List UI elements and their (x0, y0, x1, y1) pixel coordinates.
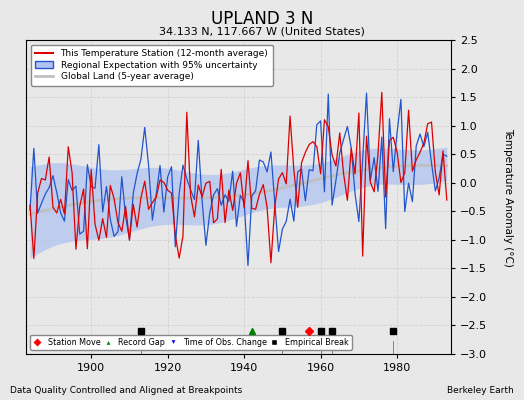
Text: 34.133 N, 117.667 W (United States): 34.133 N, 117.667 W (United States) (159, 26, 365, 36)
Text: Berkeley Earth: Berkeley Earth (447, 386, 514, 395)
Y-axis label: Temperature Anomaly (°C): Temperature Anomaly (°C) (504, 128, 514, 266)
Text: Data Quality Controlled and Aligned at Breakpoints: Data Quality Controlled and Aligned at B… (10, 386, 243, 395)
Legend: Station Move, Record Gap, Time of Obs. Change, Empirical Break: Station Move, Record Gap, Time of Obs. C… (30, 334, 352, 350)
Text: UPLAND 3 N: UPLAND 3 N (211, 10, 313, 28)
